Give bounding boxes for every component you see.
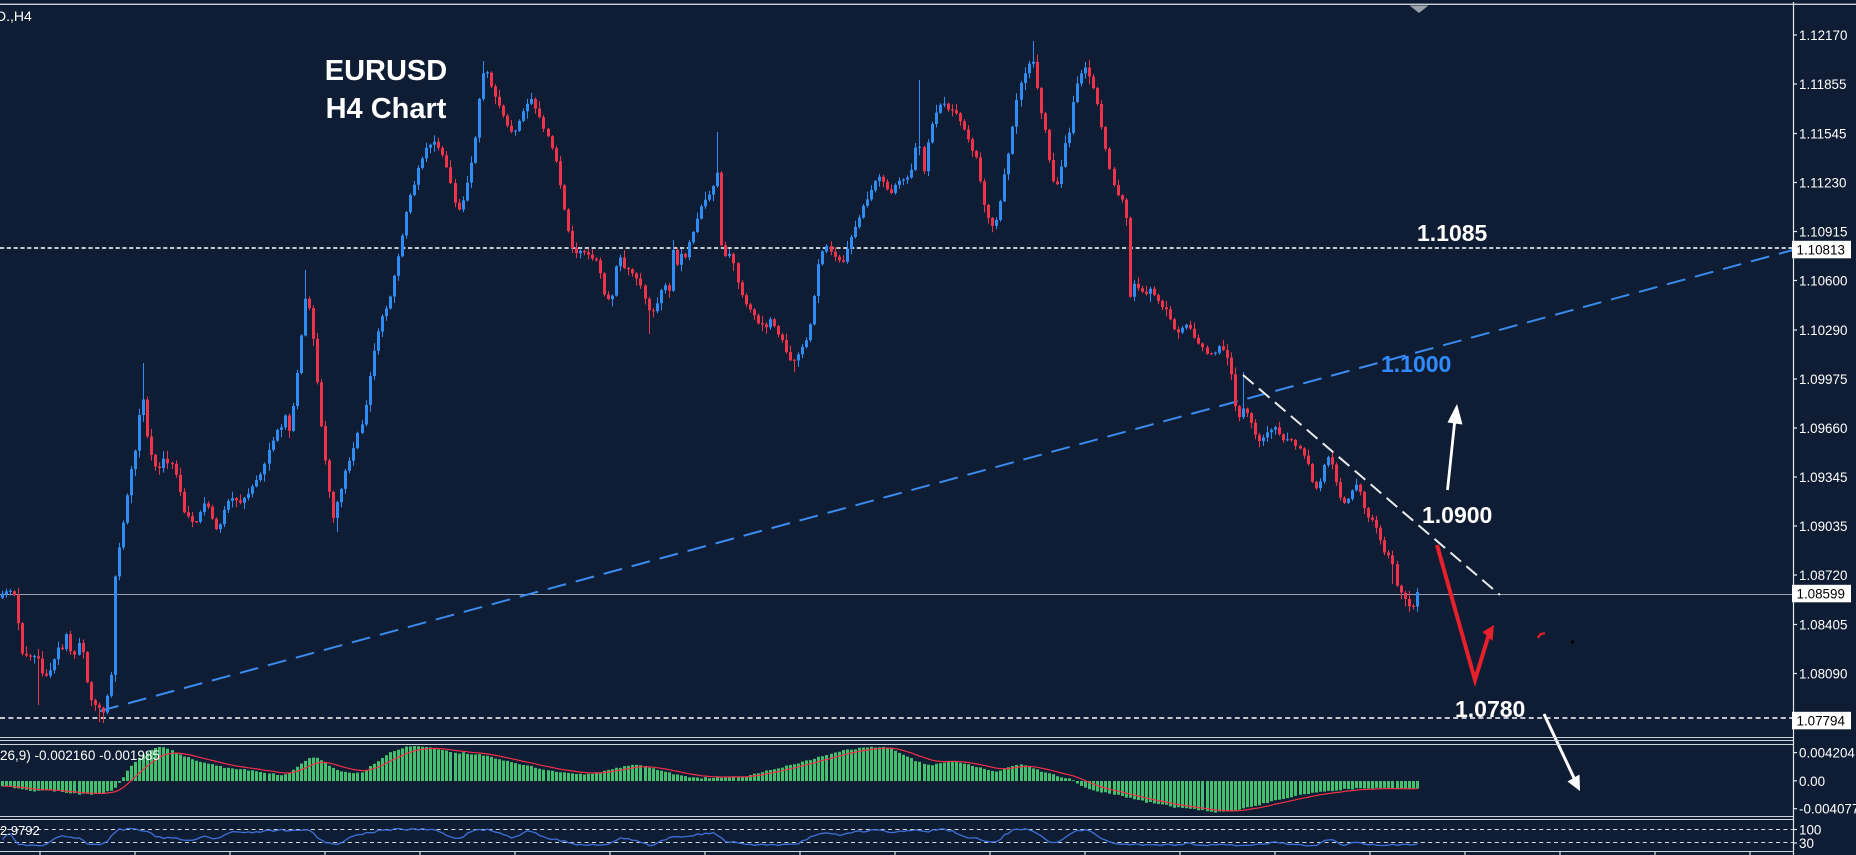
svg-text:1.08405: 1.08405	[1799, 618, 1847, 633]
svg-text:1.11230: 1.11230	[1799, 176, 1846, 191]
svg-text:1.09975: 1.09975	[1799, 372, 1847, 387]
svg-text:0.004204: 0.004204	[1799, 746, 1855, 761]
svg-text:1.0780: 1.0780	[1455, 696, 1525, 722]
svg-text:1.10600: 1.10600	[1799, 274, 1847, 289]
svg-text:1.10915: 1.10915	[1799, 225, 1847, 240]
svg-text:-0.004077: -0.004077	[1799, 802, 1856, 817]
svg-text:1.1085: 1.1085	[1417, 220, 1488, 246]
svg-text:0.00: 0.00	[1799, 774, 1825, 789]
svg-text:30: 30	[1799, 836, 1814, 851]
svg-text:1.11545: 1.11545	[1799, 127, 1846, 142]
svg-text:2.9792: 2.9792	[0, 823, 40, 838]
svg-text:D.,H4: D.,H4	[0, 8, 32, 24]
svg-text:1.10290: 1.10290	[1799, 323, 1847, 338]
svg-text:1.1000: 1.1000	[1381, 351, 1451, 377]
svg-text:H4 Chart: H4 Chart	[326, 93, 447, 125]
svg-text:100: 100	[1799, 823, 1821, 838]
svg-text:1.08599: 1.08599	[1797, 587, 1845, 602]
svg-text:1.08090: 1.08090	[1799, 667, 1847, 682]
svg-text:1.07794: 1.07794	[1797, 714, 1846, 729]
svg-text:EURUSD: EURUSD	[325, 55, 447, 87]
svg-text:1.12170: 1.12170	[1799, 28, 1847, 43]
svg-text:1.09345: 1.09345	[1799, 470, 1847, 485]
svg-text:1.10813: 1.10813	[1797, 243, 1845, 258]
svg-text:1.09035: 1.09035	[1799, 519, 1847, 534]
svg-text:1.09660: 1.09660	[1799, 421, 1847, 436]
svg-text:26,9) -0.002160 -0.001985: 26,9) -0.002160 -0.001985	[0, 748, 160, 763]
svg-text:1.08720: 1.08720	[1799, 568, 1847, 583]
svg-text:1.11855: 1.11855	[1799, 77, 1846, 92]
svg-text:1.0900: 1.0900	[1422, 502, 1492, 528]
